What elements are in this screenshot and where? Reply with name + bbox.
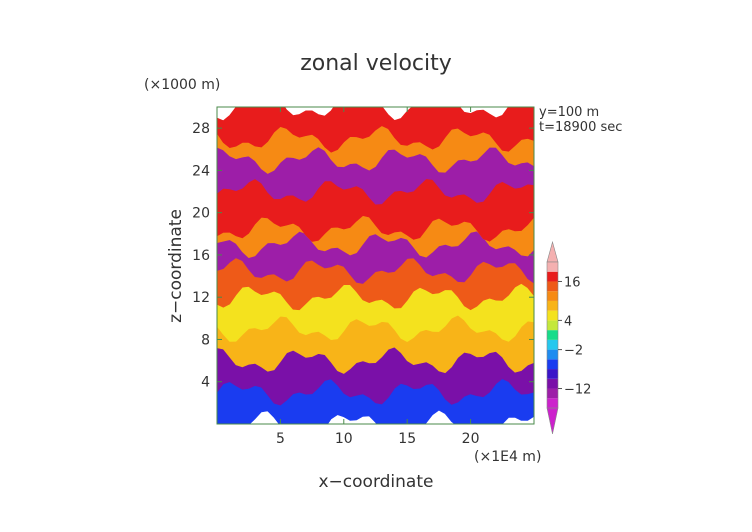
y-tick-label: 8 bbox=[201, 332, 210, 348]
colorbar-swatch bbox=[547, 378, 558, 389]
colorbar-swatch bbox=[547, 281, 558, 292]
x-tick-label: 5 bbox=[276, 431, 285, 447]
colorbar-swatch bbox=[547, 369, 558, 379]
annotation-time: t=18900 sec bbox=[539, 120, 622, 135]
y-tick-label: 12 bbox=[192, 290, 210, 306]
colorbar: 16 4 −2 −12 bbox=[546, 240, 591, 435]
x-axis-label: x−coordinate bbox=[319, 472, 434, 492]
colorbar-label: −12 bbox=[564, 383, 591, 398]
x-tick-label: 10 bbox=[335, 431, 353, 447]
colorbar-frame bbox=[546, 261, 559, 409]
colorbar-swatch bbox=[547, 330, 558, 340]
colorbar-swatch bbox=[547, 310, 558, 321]
colorbar-swatch bbox=[547, 349, 558, 360]
y-ticks: 4 8 12 16 20 24 28 bbox=[192, 121, 534, 391]
x-ticks: 5 10 15 20 bbox=[276, 107, 480, 447]
colorbar-label: −2 bbox=[564, 344, 583, 359]
y-axis-label: z−coordinate bbox=[166, 209, 186, 323]
colorbar-max-arrow bbox=[546, 240, 559, 263]
colorbar-swatch bbox=[547, 388, 558, 399]
heatmap-layer bbox=[217, 107, 534, 153]
colorbar-label: 4 bbox=[564, 314, 572, 329]
chart-title: zonal velocity bbox=[300, 51, 452, 76]
y-tick-label: 28 bbox=[192, 121, 210, 137]
colorbar-swatch bbox=[547, 359, 558, 370]
y-tick-label: 24 bbox=[192, 163, 210, 179]
colorbar-swatch bbox=[547, 320, 558, 331]
y-tick-label: 4 bbox=[201, 375, 210, 391]
colorbar-swatch bbox=[547, 262, 558, 272]
heatmap-plot-area bbox=[217, 107, 534, 424]
colorbar-min-arrow bbox=[546, 407, 559, 435]
y-tick-label: 20 bbox=[192, 206, 210, 222]
y-unit-label: (×1000 m) bbox=[144, 77, 220, 93]
annotation-y: y=100 m bbox=[539, 105, 599, 120]
x-tick-label: 20 bbox=[462, 431, 480, 447]
colorbar-swatch bbox=[547, 300, 558, 311]
colorbar-swatch bbox=[547, 271, 558, 282]
x-unit-label: (×1E4 m) bbox=[474, 449, 541, 465]
colorbar-swatch bbox=[547, 339, 558, 350]
colorbar-label: 16 bbox=[564, 275, 581, 290]
plot-frame bbox=[216, 106, 535, 425]
colorbar-swatch bbox=[547, 398, 558, 408]
y-tick-label: 16 bbox=[192, 248, 210, 264]
x-tick-label: 15 bbox=[398, 431, 416, 447]
colorbar-swatch bbox=[547, 291, 558, 301]
